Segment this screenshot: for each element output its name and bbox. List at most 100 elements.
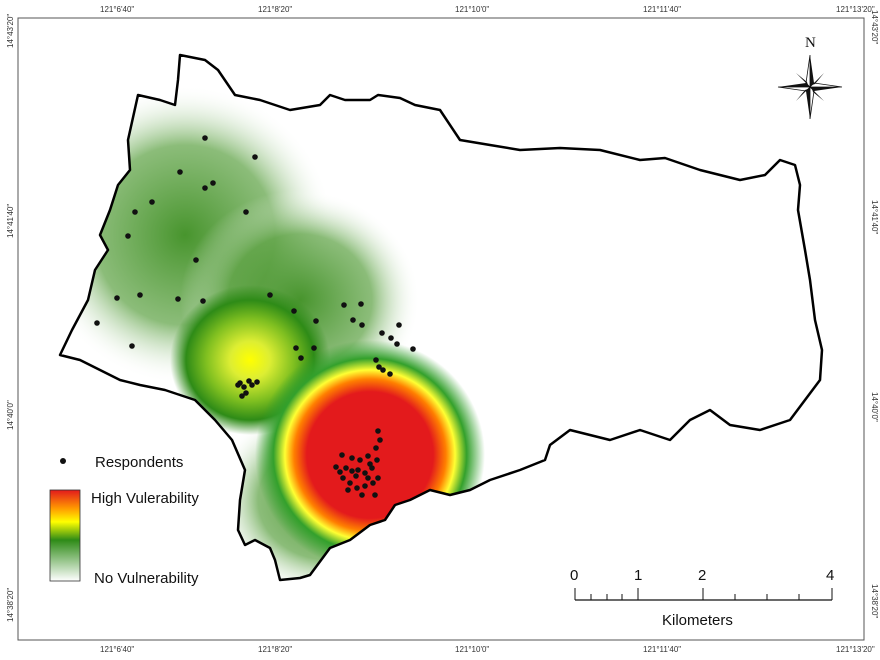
respondent-point (249, 382, 255, 388)
respondent-point (252, 154, 258, 160)
right-tick-4: 14°38'20" (870, 584, 879, 618)
respondent-point (137, 292, 143, 298)
legend: Respondents High Vulerability No Vulnera… (49, 454, 199, 587)
legend-color-ramp (49, 489, 81, 582)
respondent-point (200, 298, 206, 304)
respondent-point (341, 302, 347, 308)
respondent-point (379, 330, 385, 336)
top-tick-3: 121°10'0" (455, 5, 489, 14)
respondent-point (354, 485, 360, 491)
respondent-point (359, 492, 365, 498)
graticule-labels: 121°6'40" 121°8'20" 121°10'0" 121°11'40"… (6, 5, 879, 654)
respondent-points (94, 135, 416, 498)
respondent-point (353, 473, 359, 479)
scale-label-4: 4 (826, 567, 834, 584)
respondent-point (293, 345, 299, 351)
respondent-point (377, 437, 383, 443)
respondent-point (362, 470, 368, 476)
respondent-point (254, 379, 260, 385)
respondent-point (149, 199, 155, 205)
respondent-point (350, 317, 356, 323)
respondent-point (125, 233, 131, 239)
respondent-point (311, 345, 317, 351)
respondent-point (349, 455, 355, 461)
respondent-point (94, 320, 100, 326)
scale-label-0: 0 (570, 567, 578, 584)
respondent-point (359, 322, 365, 328)
top-tick-4: 121°11'40" (643, 5, 681, 14)
respondent-point (337, 469, 343, 475)
respondent-point (372, 492, 378, 498)
respondent-point (235, 382, 241, 388)
legend-high: High Vulerability (91, 490, 199, 507)
respondent-point (243, 209, 249, 215)
respondent-point (345, 487, 351, 493)
respondent-point (202, 185, 208, 191)
respondent-point (129, 343, 135, 349)
respondent-point (177, 169, 183, 175)
respondent-point (239, 393, 245, 399)
right-tick-2: 14°41'40" (870, 200, 879, 234)
right-tick-3: 14°40'0" (870, 392, 879, 422)
respondent-point (241, 384, 247, 390)
respondent-point (362, 483, 368, 489)
respondent-point (339, 452, 345, 458)
respondent-point (340, 475, 346, 481)
respondent-point (387, 371, 393, 377)
respondent-point (243, 390, 249, 396)
respondent-point (396, 322, 402, 328)
bottom-tick-2: 121°8'20" (258, 645, 292, 654)
respondent-point (380, 367, 386, 373)
bottom-tick-4: 121°11'40" (643, 645, 681, 654)
respondent-point (333, 464, 339, 470)
respondent-point (374, 457, 380, 463)
respondent-point (114, 295, 120, 301)
scale-bar: 0 1 2 4 Kilometers (570, 567, 834, 629)
respondent-point (313, 318, 319, 324)
respondent-point (193, 257, 199, 263)
respondent-point (132, 209, 138, 215)
top-tick-2: 121°8'20" (258, 5, 292, 14)
respondent-point (291, 308, 297, 314)
respondent-point (375, 428, 381, 434)
respondent-point (358, 301, 364, 307)
respondent-point (365, 475, 371, 481)
respondent-point (367, 461, 373, 467)
bottom-tick-5: 121°13'20" (836, 645, 875, 654)
respondent-point (357, 457, 363, 463)
scale-label-2: 2 (698, 567, 706, 584)
respondent-point (375, 475, 381, 481)
bottom-tick-3: 121°10'0" (455, 645, 489, 654)
respondent-point (373, 357, 379, 363)
respondent-point (376, 364, 382, 370)
respondent-point (410, 346, 416, 352)
north-label: N (805, 35, 816, 51)
scale-label-1: 1 (634, 567, 642, 584)
left-tick-2: 14°41'40" (6, 204, 15, 238)
left-tick-1: 14°43'20" (6, 14, 15, 48)
respondent-point (175, 296, 181, 302)
respondent-point (355, 467, 361, 473)
respondent-point (202, 135, 208, 141)
left-tick-3: 14°40'0" (6, 400, 15, 430)
respondent-point (267, 292, 273, 298)
bottom-tick-1: 121°6'40" (100, 645, 134, 654)
top-tick-5: 121°13'20" (836, 5, 875, 14)
respondent-point (298, 355, 304, 361)
respondent-point (394, 341, 400, 347)
respondent-point (365, 453, 371, 459)
respondent-point (388, 335, 394, 341)
legend-low: No Vulnerability (94, 570, 199, 587)
north-arrow-icon: N (777, 35, 843, 120)
respondent-point (349, 468, 355, 474)
right-tick-1: 14°43'20" (870, 10, 879, 44)
scale-unit: Kilometers (662, 612, 733, 629)
left-tick-4: 14°38'20" (6, 588, 15, 622)
top-tick-1: 121°6'40" (100, 5, 134, 14)
study-area-boundary (58, 53, 824, 582)
respondent-point (210, 180, 216, 186)
respondent-point (370, 480, 376, 486)
respondent-point (246, 378, 252, 384)
respondent-point (347, 480, 353, 486)
